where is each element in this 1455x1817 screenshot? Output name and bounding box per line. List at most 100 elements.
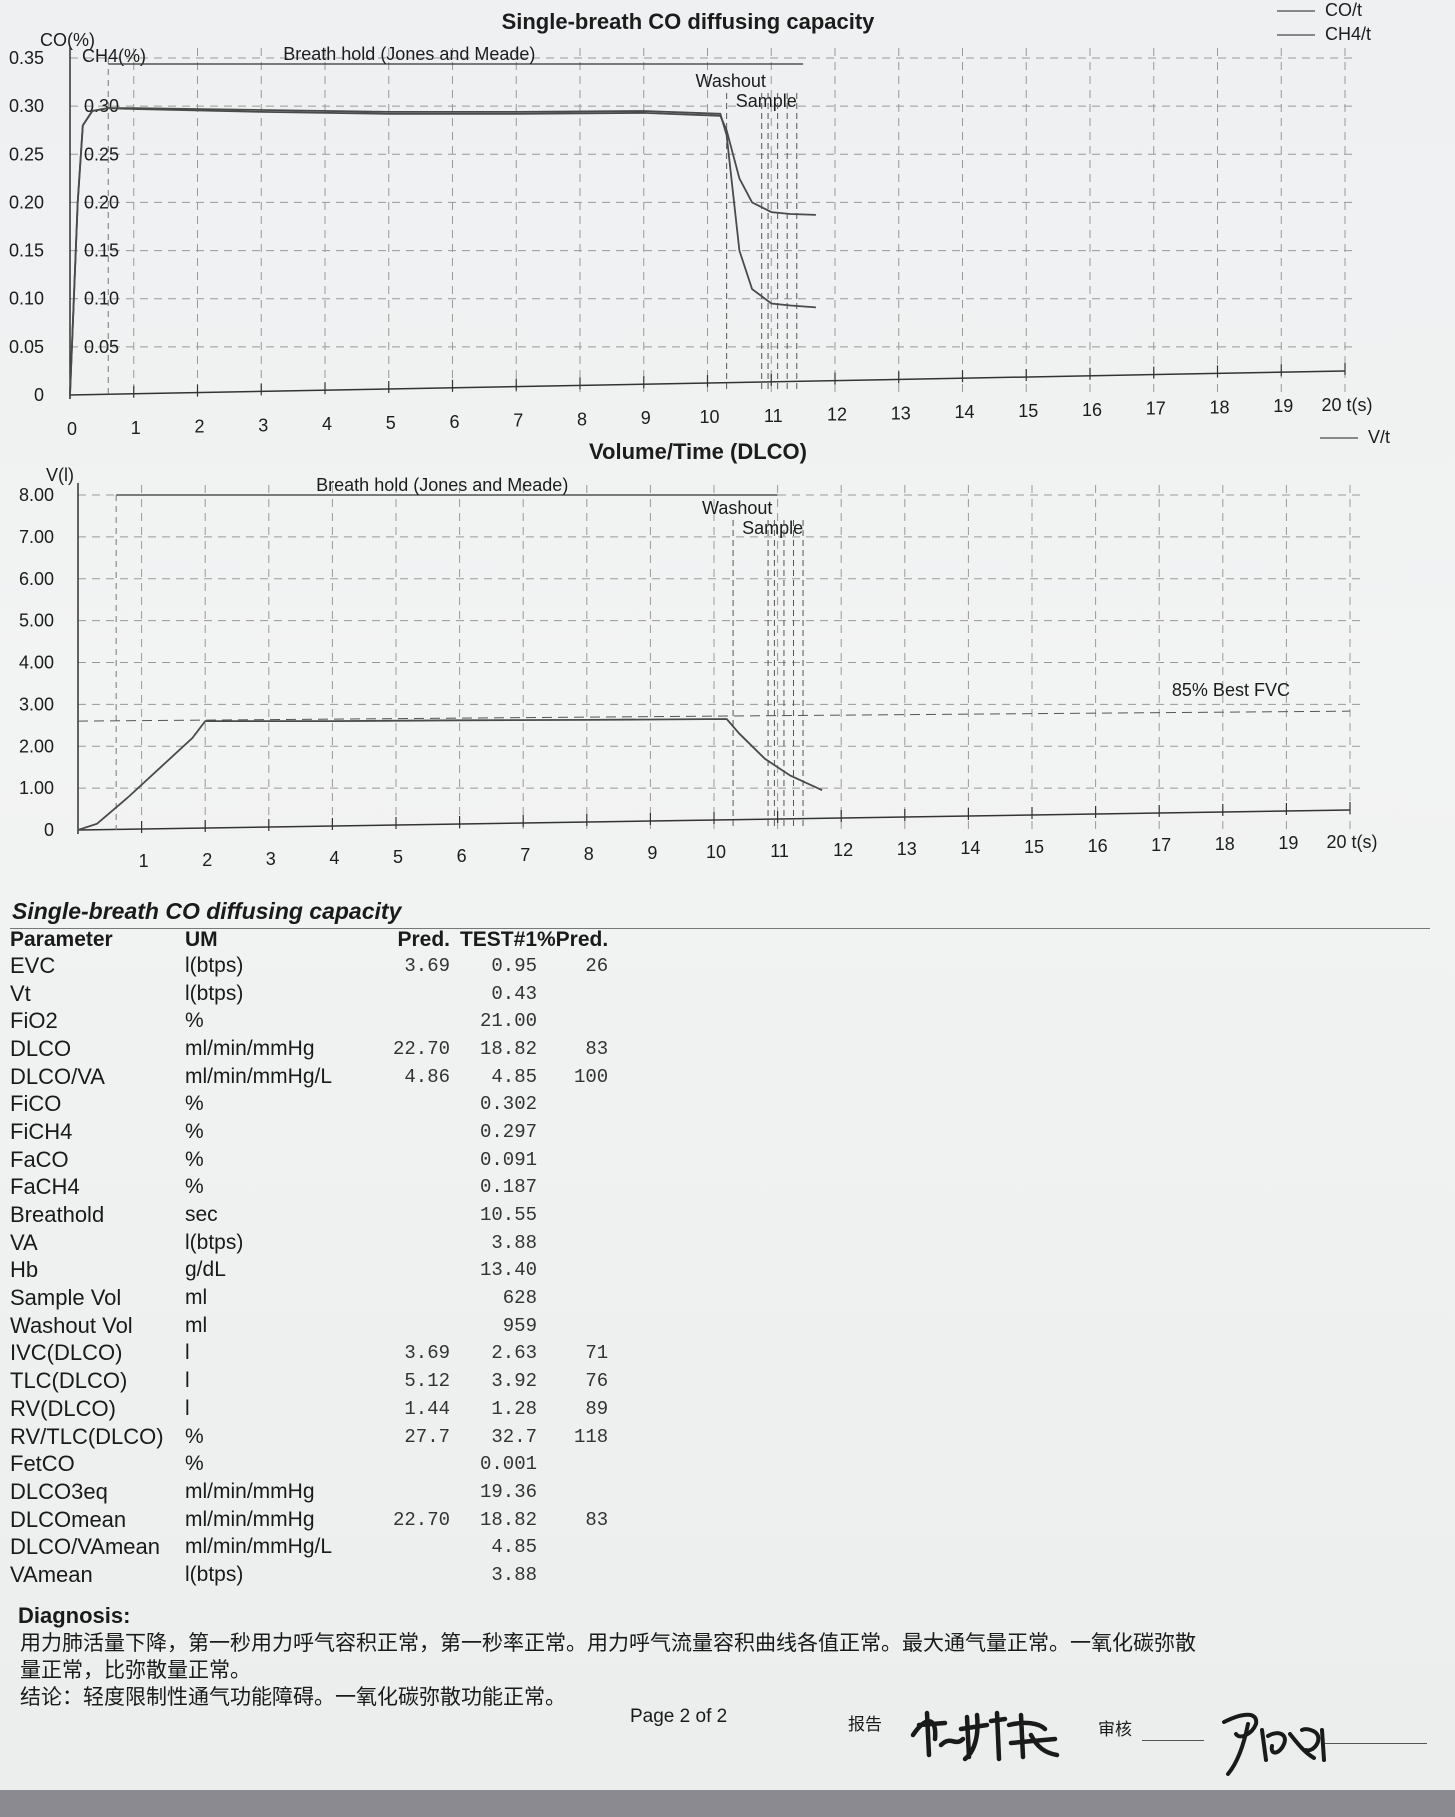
review-signature-line xyxy=(1142,1740,1204,1741)
cell-parameter: DLCO/VAmean xyxy=(10,1534,160,1560)
co-chart-y2-tick: 0.15 xyxy=(84,241,119,261)
cell-test: 0.95 xyxy=(491,954,537,977)
vt-chart-x-tick: 9 xyxy=(647,843,657,863)
co-chart-x-tick: 3 xyxy=(258,415,268,435)
cell-pred xyxy=(390,1312,450,1340)
cell-test: 19.36 xyxy=(479,1480,537,1503)
cell-pct-pred: 118 xyxy=(573,1425,609,1448)
cell-test: 959 xyxy=(502,1314,537,1337)
cell-parameter: TLC(DLCO) xyxy=(10,1368,128,1394)
co-chart-y-tick: 0.15 xyxy=(9,241,44,261)
cell-parameter: DLCO/VA xyxy=(10,1063,105,1089)
cell-pred: 1.44 xyxy=(404,1397,450,1420)
cell-um: ml/min/mmHg/L xyxy=(185,1535,333,1559)
vt-chart-x-tick: 13 xyxy=(897,839,917,859)
cell-pct-pred: 100 xyxy=(573,1065,609,1088)
vt-chart-fvc-label: 85% Best FVC xyxy=(1172,680,1290,700)
cell-parameter: FiCH4 xyxy=(10,1118,73,1144)
vt-chart-y-tick: 5.00 xyxy=(19,611,54,631)
header-um: UM xyxy=(185,928,218,951)
table-row: EVC l(btps) 3.69 0.95 26 xyxy=(10,952,608,980)
vt-chart-y-tick: 3.00 xyxy=(19,694,54,714)
vt-chart-y-tick: 6.00 xyxy=(19,569,54,589)
co-chart-y2-tick: 0.05 xyxy=(84,337,119,357)
cell-test: 21.00 xyxy=(479,1010,537,1033)
cell-parameter: FetCO xyxy=(10,1451,75,1477)
header-parameter: Parameter xyxy=(10,928,113,951)
cell-pred: 3.69 xyxy=(404,954,450,977)
co-chart-y2-tick: 0.10 xyxy=(84,289,119,309)
reporter-signature xyxy=(910,1710,1060,1762)
table-header-row: Parameter UM Pred. TEST#1 %Pred. xyxy=(10,926,608,952)
report-label: 报告 xyxy=(848,1715,882,1735)
diagnosis-title: Diagnosis: xyxy=(18,1603,131,1628)
cell-parameter: FaCH4 xyxy=(10,1174,80,1200)
vt-chart-sample-label: Sample xyxy=(742,518,803,538)
table-row: IVC(DLCO) l 3.69 2.63 71 xyxy=(10,1340,608,1368)
vt-chart-x-tick: 10 xyxy=(706,842,726,862)
vt-chart-x-tick: 20 t(s) xyxy=(1326,832,1377,852)
co-chart-y2-tick: 0.30 xyxy=(84,96,119,116)
vt-chart-x-tick: 6 xyxy=(457,846,467,866)
cell-pct-pred xyxy=(537,1229,608,1257)
co-chart-x-tick: 13 xyxy=(891,403,911,423)
co-chart-x-tick: 12 xyxy=(827,405,847,425)
cell-pred: 22.70 xyxy=(392,1508,450,1531)
cell-um: l xyxy=(185,1369,190,1393)
diagnosis-line: 用力肺活量下降，第一秒用力呼气容积正常，第一秒率正常。用力呼气流量容积曲线各值正… xyxy=(20,1631,1196,1655)
table-row: VAmean l(btps) 3.88 xyxy=(10,1561,608,1589)
cell-pct-pred xyxy=(537,1533,608,1561)
co-chart-x-tick: 5 xyxy=(386,413,396,433)
vt-chart-washout-label: Washout xyxy=(702,498,772,518)
cell-um: % xyxy=(185,1175,204,1199)
cell-parameter: Washout Vol xyxy=(10,1312,133,1338)
cell-test: 18.82 xyxy=(479,1037,537,1060)
cell-pct-pred xyxy=(537,1174,608,1202)
co-chart-x-tick: 20 t(s) xyxy=(1321,395,1372,415)
co-chart-y2-label: CH4(%) xyxy=(82,46,146,66)
cell-um: % xyxy=(185,1119,204,1143)
co-chart-x-tick: 0 xyxy=(67,419,77,439)
co-diffusing-chart: Single-breath CO diffusing capacity 0 0.05… xyxy=(0,0,1455,445)
cell-pct-pred xyxy=(537,1146,608,1174)
vt-chart-x-tick: 11 xyxy=(770,841,789,861)
vt-chart-breath-hold-label: Breath hold (Jones and Meade) xyxy=(316,475,568,495)
cell-um: % xyxy=(185,1092,204,1116)
cell-parameter: Breathold xyxy=(10,1202,105,1228)
co-chart-y-tick: 0.05 xyxy=(9,337,44,357)
diagnosis-conclusion: 结论：轻度限制性通气功能障碍。一氧化碳弥散功能正常。 xyxy=(20,1685,566,1709)
co-chart-x-tick: 7 xyxy=(513,411,523,431)
vt-chart-y-tick: 7.00 xyxy=(19,527,54,547)
cell-um: % xyxy=(185,1424,204,1448)
co-chart-x-tick: 6 xyxy=(449,412,459,432)
vt-chart-fvc-line xyxy=(77,710,1351,722)
cell-pct-pred: 83 xyxy=(585,1037,609,1060)
co-chart-y-tick: 0.30 xyxy=(9,96,44,116)
co-chart-sample-label: Sample xyxy=(736,91,797,111)
table-row: DLCOmean ml/min/mmHg 22.70 18.82 83 xyxy=(10,1506,608,1534)
co-chart-legend-item: CO/t xyxy=(1325,0,1362,20)
table-row: TLC(DLCO) l 5.12 3.92 76 xyxy=(10,1367,608,1395)
table-row: VA l(btps) 3.88 xyxy=(10,1229,608,1257)
table-row: Breathold sec 10.55 xyxy=(10,1201,608,1229)
co-chart-y2-tick: 0.20 xyxy=(84,192,119,212)
cell-pred: 27.7 xyxy=(404,1425,450,1448)
review-signature-tail-line xyxy=(1325,1743,1427,1744)
cell-pct-pred xyxy=(537,1257,608,1285)
vt-chart-x-tick: 2 xyxy=(202,850,212,870)
cell-parameter: IVC(DLCO) xyxy=(10,1340,123,1366)
cell-parameter: VAmean xyxy=(10,1561,93,1587)
cell-um: g/dL xyxy=(185,1258,226,1282)
co-chart-washout-label: Washout xyxy=(696,71,766,91)
vt-chart-title: Volume/Time (DLCO) xyxy=(589,439,807,464)
reviewer-signature xyxy=(1222,1712,1326,1776)
co-diffusing-chart-svg: Single-breath CO diffusing capacity 0 0.05… xyxy=(9,0,1373,439)
cell-pct-pred xyxy=(537,1007,608,1035)
cell-pred xyxy=(390,1090,450,1118)
cell-pred: 22.70 xyxy=(392,1037,450,1060)
cell-pred xyxy=(390,1007,450,1035)
table-row: RV(DLCO) l 1.44 1.28 89 xyxy=(10,1395,608,1423)
vt-chart-y-label: V(l) xyxy=(46,465,74,485)
vt-chart-x-tick: 16 xyxy=(1088,836,1108,856)
cell-pct-pred xyxy=(537,1450,608,1478)
